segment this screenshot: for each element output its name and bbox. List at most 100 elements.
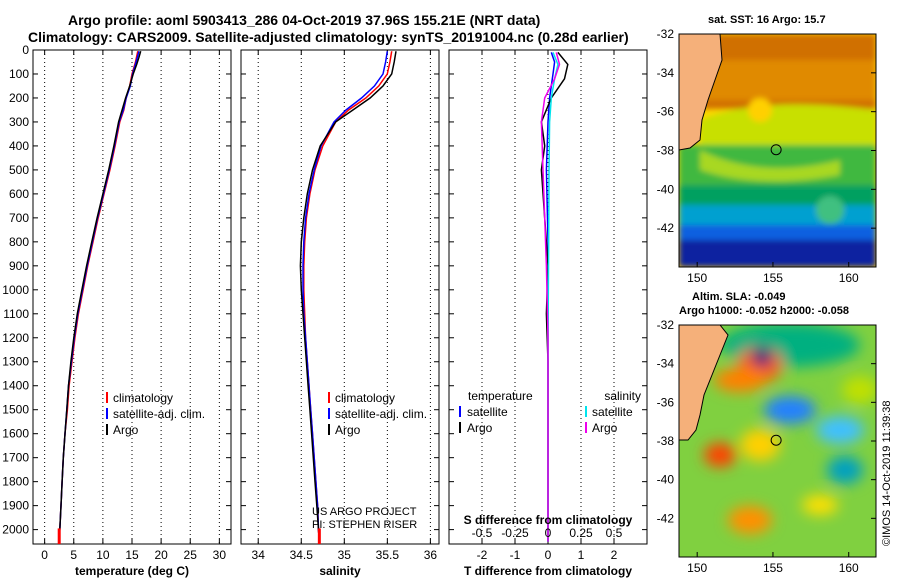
y-tick-label: 1800 (2, 475, 29, 489)
x-tick-label: 34.5 (290, 548, 314, 562)
y-tick-label: 0 (22, 43, 29, 57)
map-y-tick-label: -36 (657, 395, 675, 409)
legend-label: satellite-adj. clim. (113, 407, 205, 421)
y-tick-label: 1200 (2, 331, 29, 345)
y-tick-label: 1300 (2, 355, 29, 369)
annotation-text: US ARGO PROJECT (312, 506, 417, 518)
series-group (540, 51, 569, 542)
y-tick-label: 1700 (2, 451, 29, 465)
y-tick-label: 300 (9, 115, 29, 129)
map-y-tick-label: -38 (657, 434, 675, 448)
map-y-tick-label: -32 (657, 318, 675, 332)
legend-label: climatology (113, 391, 173, 405)
sst-map-title: sat. SST: 16 Argo: 15.7 (708, 14, 826, 26)
y-tick-label: 800 (9, 235, 29, 249)
x-tick-label: 20 (154, 548, 168, 562)
legend-label: Argo (335, 423, 361, 437)
map-y-tick-label: -34 (657, 357, 675, 371)
plot-frame (240, 49, 440, 545)
x-tick-label: 10 (96, 548, 110, 562)
x-tick-label: 30 (213, 548, 227, 562)
s-diff-tick-label: -0.5 (472, 526, 493, 540)
argo-float-marker (770, 144, 782, 156)
map-x-tick-label: 150 (687, 271, 707, 285)
s-diff-tick-label: 0 (545, 526, 552, 540)
x-tick-label: 34 (252, 548, 266, 562)
x-tick-label: -2 (477, 548, 488, 562)
y-tick-label: 900 (9, 259, 29, 273)
sst-map (679, 34, 876, 267)
x-tick-label: 35.5 (376, 548, 400, 562)
map-y-tick-label: -34 (657, 66, 675, 80)
legend-label: Argo (113, 423, 139, 437)
y-tick-label: 200 (9, 91, 29, 105)
map-y-tick-label: -32 (657, 27, 675, 41)
legend-label: satellite (467, 405, 508, 419)
s-diff-axis-label: S difference from climatology (464, 513, 633, 527)
y-tick-label: 1600 (2, 427, 29, 441)
map-y-tick-label: -40 (657, 182, 675, 196)
x-tick-label: 25 (184, 548, 198, 562)
series-line-argo (299, 51, 397, 542)
y-tick-label: 1000 (2, 283, 29, 297)
y-tick-label: 2000 (2, 523, 29, 537)
sla-map-title-line-1: Altim. SLA: -0.049 (692, 291, 786, 303)
legend-heading: salinity (604, 389, 641, 403)
x-tick-label: 0 (545, 548, 552, 562)
legend-heading: temperature (468, 389, 533, 403)
y-tick-label: 600 (9, 187, 29, 201)
s-diff-tick-label: 0.5 (606, 526, 623, 540)
series-line-satellite-adj-clim- (302, 51, 389, 542)
y-tick-label: 100 (9, 67, 29, 81)
legend-label: Argo (592, 421, 618, 435)
x-axis-label: T difference from climatology (464, 564, 632, 578)
map-x-tick-label: 150 (687, 561, 707, 575)
y-tick-label: 1100 (3, 307, 29, 321)
map-y-tick-label: -40 (657, 473, 675, 487)
x-tick-label: 1 (578, 548, 585, 562)
series-line-climatology (303, 51, 393, 542)
map-x-tick-label: 160 (839, 561, 859, 575)
map-y-tick-label: -38 (657, 144, 675, 158)
map-y-tick-label: -42 (657, 221, 675, 235)
x-tick-label: 35 (338, 548, 352, 562)
argo-float-marker (770, 434, 782, 446)
series-line-argo (58, 50, 142, 542)
x-tick-label: 0 (41, 548, 48, 562)
series-line-temperature-argo (540, 51, 569, 542)
s-diff-tick-label: 0.25 (569, 526, 593, 540)
series-line-satellite-adj-clim- (58, 51, 140, 542)
y-tick-label: 700 (9, 211, 29, 225)
y-tick-label: 500 (9, 163, 29, 177)
x-tick-label: 5 (70, 548, 77, 562)
legend-label: Argo (467, 421, 493, 435)
sla-map-title-line-2: Argo h1000: -0.052 h2000: -0.058 (679, 305, 849, 317)
series-group (58, 50, 142, 542)
legend-label: satellite (592, 405, 633, 419)
series-line-salinity-satellite (547, 52, 559, 542)
legend-label: climatology (335, 391, 395, 405)
x-tick-label: 36 (424, 548, 438, 562)
x-tick-label: 2 (611, 548, 618, 562)
series-group (299, 51, 397, 542)
sla-map (679, 325, 876, 557)
series-line-climatology (58, 51, 139, 542)
title-line-1: Argo profile: aoml 5903413_286 04-Oct-20… (68, 12, 541, 28)
map-x-tick-label: 155 (763, 561, 783, 575)
y-tick-label: 1500 (2, 403, 29, 417)
map-x-tick-label: 155 (763, 271, 783, 285)
series-line-salinity-argo (540, 52, 561, 542)
annotation-text: PI: STEPHEN RISER (312, 519, 417, 531)
map-y-tick-label: -42 (657, 511, 675, 525)
map-y-tick-label: -36 (657, 105, 675, 119)
title-line-2: Climatology: CARS2009. Satellite-adjuste… (28, 29, 629, 45)
x-axis-label: temperature (deg C) (75, 564, 189, 578)
y-tick-label: 1900 (2, 499, 29, 513)
x-tick-label: -1 (510, 548, 521, 562)
s-diff-tick-label: -0.25 (501, 526, 529, 540)
y-tick-label: 1400 (2, 379, 29, 393)
x-tick-label: 15 (125, 548, 139, 562)
y-tick-label: 400 (9, 139, 29, 153)
x-axis-label: salinity (319, 564, 361, 578)
